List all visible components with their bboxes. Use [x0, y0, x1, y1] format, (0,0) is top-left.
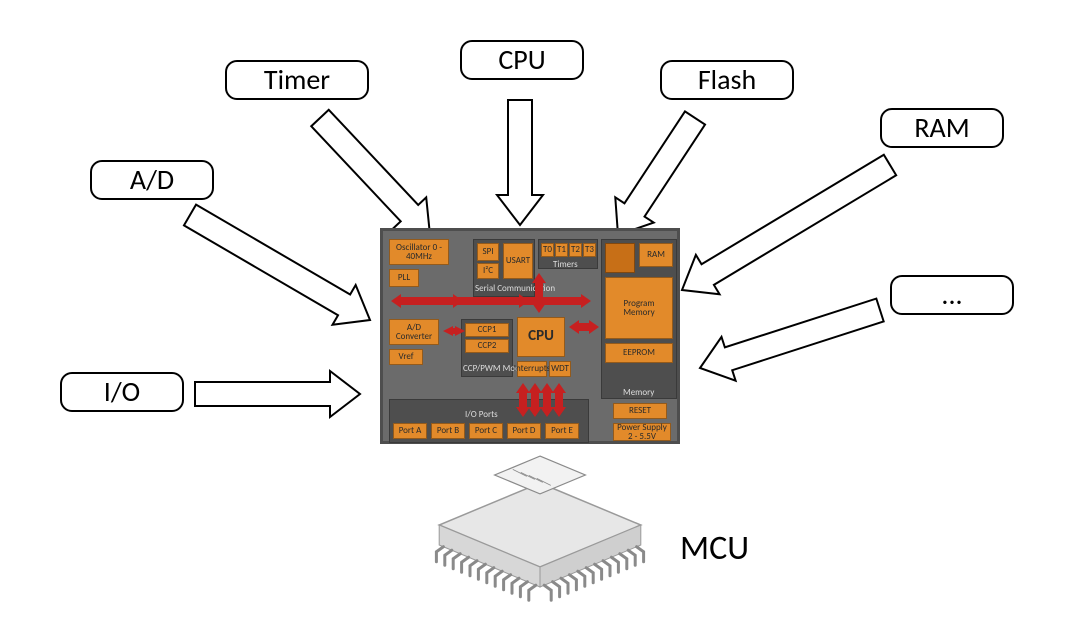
- block-usart: USART: [503, 243, 533, 279]
- block-ccp1: CCP1: [465, 323, 509, 337]
- arrow-ad: [178, 195, 381, 340]
- bus-1: [443, 328, 465, 334]
- arrow-cpu: [497, 100, 543, 225]
- block-i2c: I²C: [477, 263, 499, 279]
- block-t1: T1: [555, 243, 568, 257]
- arrow-more: [693, 288, 887, 390]
- arrow-flash: [599, 105, 714, 247]
- mcu-caption: MCU: [680, 528, 749, 569]
- block-progmem: Program Memory: [605, 277, 673, 339]
- block-pe: Port E: [545, 423, 579, 439]
- mcu-block-diagram: Serial CommunicationTimersMemoryCCP/PWM …: [380, 228, 680, 444]
- block-pa: Port A: [393, 423, 427, 439]
- block-pd: Port D: [507, 423, 541, 439]
- block-t3: T3: [583, 243, 596, 257]
- block-t0: T0: [541, 243, 554, 257]
- group-label-timers: Timers: [553, 259, 578, 270]
- bus-0: [391, 297, 591, 305]
- arrow-ram: [670, 145, 902, 309]
- block-rammem: RAM: [639, 243, 673, 267]
- bus-3: [543, 383, 551, 417]
- block-eeprom: EEPROM: [605, 343, 673, 363]
- block-blank: [605, 243, 635, 273]
- block-pc: Port C: [469, 423, 503, 439]
- group-label-serial: Serial Communication: [475, 283, 555, 294]
- group-label-memory: Memory: [623, 387, 654, 398]
- block-vref: Vref: [389, 349, 423, 365]
- bus-3: [555, 383, 563, 417]
- block-pb: Port B: [431, 423, 465, 439]
- arrow-io: [195, 371, 360, 417]
- block-cpu: CPU: [517, 317, 565, 357]
- block-spi: SPI: [477, 243, 499, 261]
- block-wdt: WDT: [549, 361, 571, 377]
- block-int: Interrupts: [517, 361, 547, 377]
- block-adc: A/D Converter: [389, 319, 439, 345]
- group-label-ioports: I/O Ports: [465, 409, 498, 420]
- diagram-root: { "canvas":{"w":1076,"h":624,"bg":"#ffff…: [0, 0, 1076, 624]
- block-osc: Oscillator 0 - 40MHz: [389, 239, 449, 265]
- bus-4: [535, 273, 543, 313]
- block-t2: T2: [569, 243, 582, 257]
- bus-3: [531, 383, 539, 417]
- block-ccp2: CCP2: [465, 339, 509, 353]
- block-psu: Power Supply 2 - 5.5V: [613, 423, 671, 441]
- block-pll: PLL: [389, 269, 419, 287]
- bus-3: [519, 383, 527, 417]
- block-reset: RESET: [613, 403, 667, 419]
- bus-2: [569, 323, 599, 331]
- chip-package: [390, 440, 690, 624]
